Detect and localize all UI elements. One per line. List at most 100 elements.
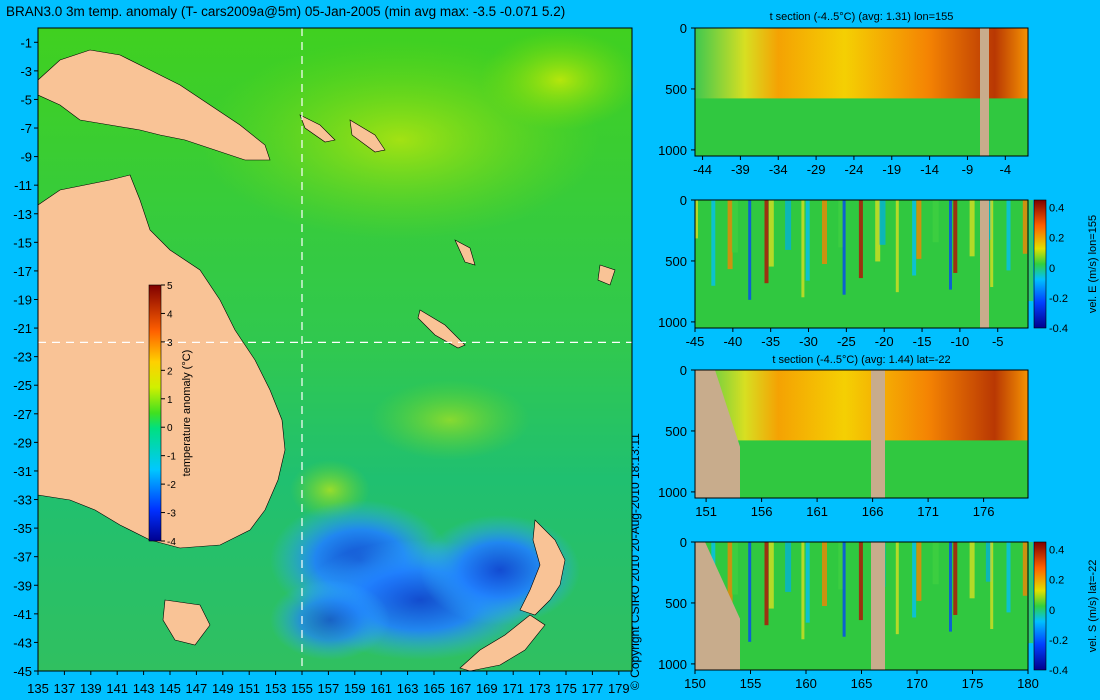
map-x-tick-label: 165	[423, 681, 445, 696]
vel-s-section-streak	[1027, 542, 1034, 644]
vel-e-section-y-tick-label: 1000	[658, 315, 687, 330]
vel-e-section-streak	[953, 200, 958, 273]
vel-e-section-colorbar-tick-label: 0.2	[1049, 233, 1064, 245]
vel-e-section-streak	[842, 200, 846, 295]
map-x-tick-label: 153	[265, 681, 287, 696]
t-section-lon-x-tick-label: -9	[962, 162, 974, 177]
vel-e-section-streak	[1006, 200, 1011, 271]
t-section-lat-x-tick-label: 176	[973, 504, 995, 519]
t-section-lon-y-tick-label: 500	[665, 82, 687, 97]
map-colorbar-label: temperature anomaly (°C)	[181, 350, 193, 477]
map-y-tick-label: -43	[13, 635, 32, 650]
map-x-tick-label: 161	[370, 681, 392, 696]
map-y-tick-label: -19	[13, 292, 32, 307]
vel-e-section-colorbar-tick-label: -0.4	[1049, 323, 1068, 335]
map-x-tick-label: 141	[106, 681, 128, 696]
map-x-tick-label: 159	[344, 681, 366, 696]
t-section-lon-x-tick-label: -19	[882, 162, 901, 177]
map-plot-area	[37, 28, 640, 672]
vel-s-section-streak	[949, 542, 952, 632]
colorbar-tick-label: 4	[167, 309, 173, 320]
map-y-tick-label: -25	[13, 378, 32, 393]
t-section-lat-upper-layer	[695, 370, 1028, 441]
vel-s-section-streak	[969, 542, 975, 599]
map-x-tick-label: 147	[186, 681, 208, 696]
t-section-lon-x-tick-label: -29	[807, 162, 826, 177]
vel-s-section-streak	[985, 542, 992, 582]
colorbar-tick-label: 5	[167, 281, 173, 292]
colorbar-tick-label: -4	[167, 537, 176, 548]
t-section-lat-panel: 151 156 161 166 171 176 0 500 1000 t section (-4.…	[658, 354, 1029, 519]
map-y-tick-label: -3	[20, 64, 32, 79]
map-crosshair	[38, 28, 632, 671]
vel-e-section-streak	[711, 200, 716, 286]
vel-s-section-x-tick-label: 165	[851, 676, 873, 691]
colorbar-tick-label: -3	[167, 509, 176, 520]
vel-e-section-x-tick-label: -20	[875, 334, 894, 349]
map-x-tick-label: 145	[159, 681, 181, 696]
map-x-tick-label: 157	[318, 681, 340, 696]
vel-e-section-streak	[895, 200, 899, 293]
map-x-tick-label: 155	[291, 681, 313, 696]
t-section-lon-frame	[694, 27, 1029, 157]
vel-s-section-streak	[748, 542, 752, 642]
vel-s-section-y-tick-label: 500	[665, 596, 687, 611]
map-x-axis: 135 137 139 141 143 145 147 149 151 153 155 157 159 1…	[27, 671, 630, 696]
map-colorbar-ticks: 5 4 3 2 1 0 -1 -2 -3 -4	[161, 281, 176, 548]
t-section-lat-x-tick-label: 151	[695, 504, 717, 519]
vel-s-section-streak	[1006, 542, 1011, 613]
vel-e-section-frame	[694, 199, 1029, 329]
vel-e-section-streak	[731, 200, 738, 253]
vel-s-section-streak	[801, 542, 805, 640]
vel-e-section-streak	[916, 200, 922, 259]
t-section-lon-panel: -44 -39 -34 -29 -24 -19 -14 -9 -4 0 500 1000 t secti…	[658, 11, 1029, 177]
vel-e-section-panel: -45 -40 -35 -30 -25 -20 -15 -10 -5 0 500 1000 0.4 0.2…	[658, 193, 1099, 349]
vel-e-section-streak	[822, 200, 827, 264]
vel-e-section-x-tick-label: -5	[992, 334, 1004, 349]
map-y-tick-label: -11	[14, 178, 32, 193]
vel-s-section-streak	[858, 542, 863, 621]
vel-s-section-streak	[932, 542, 939, 585]
map-y-tick-label: -23	[13, 350, 32, 365]
vel-s-section-streak	[953, 542, 958, 615]
vel-s-section-colorbar-label: vel. S (m/s) lat=-22	[1087, 560, 1099, 653]
t-section-lat-x-tick-label: 161	[806, 504, 828, 519]
vel-s-section-streak	[912, 542, 917, 618]
vel-e-section-streak	[1027, 200, 1034, 302]
vel-s-section-streak	[895, 542, 899, 635]
vel-e-section-y-tick-label: 500	[665, 254, 687, 269]
vel-s-section-colorbar-tick-label: -0.2	[1049, 635, 1068, 647]
vel-e-section-streak	[969, 200, 975, 257]
vel-s-section-x-tick-label: 155	[740, 676, 762, 691]
t-section-lon-x-tick-label: -34	[769, 162, 788, 177]
t-section-lon-land-column	[980, 28, 989, 156]
map-y-tick-label: -29	[13, 435, 32, 450]
map-y-tick-label: -17	[13, 264, 32, 279]
map-y-tick-label: -15	[13, 235, 32, 250]
map-y-tick-label: -1	[20, 35, 32, 50]
map-x-tick-label: 173	[529, 681, 551, 696]
map-x-tick-label: 171	[502, 681, 524, 696]
vel-s-section-streak	[727, 542, 733, 612]
vel-s-section-streak	[916, 542, 922, 601]
map-x-tick-label: 137	[54, 681, 76, 696]
vel-e-section-x-tick-label: -10	[950, 334, 969, 349]
colorbar-tick-label: 3	[167, 338, 173, 349]
map-x-tick-label: 149	[212, 681, 234, 696]
vel-e-section-streak	[879, 200, 886, 245]
vel-s-section-colorbar-tick-label: 0.4	[1049, 545, 1064, 557]
vel-e-section-x-tick-label: -30	[799, 334, 818, 349]
vel-e-section-colorbar-tick-label: -0.2	[1049, 293, 1068, 305]
vel-e-section-streak	[990, 200, 994, 288]
vel-s-section-streak	[764, 542, 769, 626]
t-section-lon-x-tick-label: -14	[920, 162, 939, 177]
map-x-tick-label: 177	[582, 681, 604, 696]
t-section-lat-x-tick-label: 166	[862, 504, 884, 519]
t-section-lon-x-tick-label: -44	[693, 162, 712, 177]
t-section-lat-x-tick-label: 156	[751, 504, 773, 519]
vel-e-section-streak	[805, 200, 810, 281]
map-title: BRAN3.0 3m temp. anomaly (T- cars2009a@5…	[6, 4, 566, 19]
vel-s-section-land-column	[871, 542, 885, 670]
vel-e-section-streak	[1022, 200, 1028, 254]
